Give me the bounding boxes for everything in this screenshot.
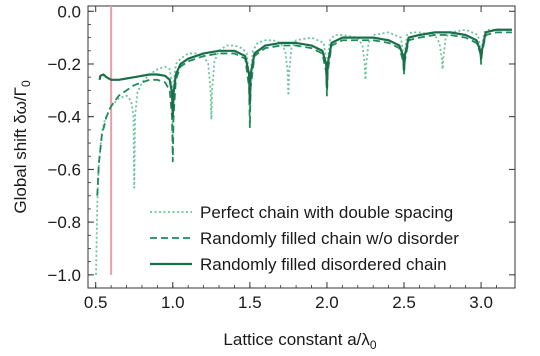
legend-label-1: Perfect chain with double spacing (200, 203, 453, 222)
x-axis-label-subscript: 0 (370, 338, 377, 352)
y-tick-label: −1.0 (47, 266, 81, 285)
legend: Perfect chain with double spacing Randoml… (150, 203, 459, 274)
x-tick-label: 3.0 (469, 293, 493, 312)
y-axis-label: Global shift δω/Γ0 (11, 80, 33, 214)
legend-label-3: Randomly filled disordered chain (200, 255, 447, 274)
y-tick-label: 0.0 (57, 2, 81, 21)
y-tick-label: −0.4 (47, 108, 81, 127)
legend-label-2: Randomly filled chain w/o disorder (200, 229, 459, 248)
series-line-3 (98, 28, 512, 118)
series-layer (95, 28, 512, 275)
x-tick-label: 2.5 (392, 293, 416, 312)
ticks-layer: 0.5 1.0 1.5 2.0 2.5 3.0 0.0 −0.2 −0.4 −0.6 −0.8 −1.… (47, 2, 515, 312)
y-tick-label: −0.2 (47, 55, 81, 74)
x-tick-label: 2.0 (315, 293, 339, 312)
x-tick-label: 1.0 (161, 293, 185, 312)
y-axis-label-main: Global shift δω/Γ (11, 87, 30, 214)
plot-border (87, 5, 516, 289)
y-tick-label: −0.8 (47, 213, 81, 232)
series-line-2 (96, 31, 512, 196)
plot-frame (87, 5, 516, 289)
x-axis-label-main: Lattice constant a/λ (223, 330, 370, 349)
series-line-1 (95, 28, 512, 275)
x-tick-label: 0.5 (84, 293, 108, 312)
x-tick-label: 1.5 (238, 293, 262, 312)
x-axis-label: Lattice constant a/λ0 (223, 330, 376, 352)
y-tick-label: −0.6 (47, 160, 81, 179)
y-axis-label-subscript: 0 (19, 80, 33, 87)
